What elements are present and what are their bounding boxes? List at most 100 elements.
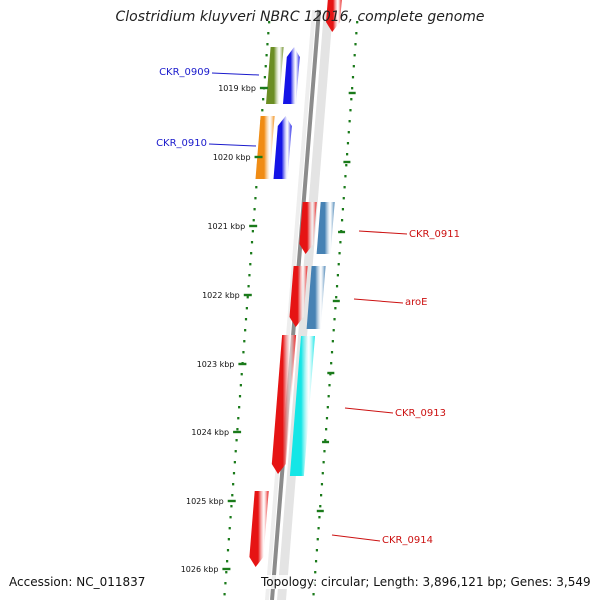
gene-leader-line — [211, 72, 260, 76]
gene-leader-line — [344, 407, 394, 414]
ring-dot-left-35 — [238, 406, 241, 409]
ring-dot-right-46 — [317, 527, 320, 530]
gene-label[interactable]: aroE — [405, 297, 427, 308]
kbp-tick-label: 1023 kbp — [197, 360, 235, 369]
feature-CKR_0910-strand[interactable] — [273, 116, 292, 179]
right-tick-mark-0 — [348, 91, 356, 95]
feature-CKR_0913-strand[interactable] — [271, 335, 297, 474]
kbp-tick-mark — [238, 362, 247, 366]
ring-dot-left-23 — [248, 274, 251, 277]
right-tick-mark-4 — [327, 371, 335, 375]
kbp-tick-mark — [243, 293, 252, 297]
feature-CKR_0910-cog[interactable] — [255, 116, 275, 179]
ring-dot-right-31 — [330, 362, 333, 365]
ring-dot-right-36 — [325, 417, 329, 420]
ring-dot-right-27 — [333, 318, 336, 321]
kbp-tick-mark — [227, 499, 236, 503]
ring-dot-left-36 — [237, 417, 240, 420]
ring-dot-right-4 — [352, 65, 355, 68]
ring-dot-right-6 — [351, 87, 354, 90]
feature-CKR_0914-strand[interactable] — [249, 491, 269, 567]
ring-dot-left-20 — [250, 241, 254, 244]
feature-CKR_0909-cog[interactable] — [266, 47, 284, 104]
ring-dot-right-38 — [324, 439, 327, 442]
ring-dot-left-33 — [239, 384, 242, 387]
kbp-tick-mark — [249, 224, 258, 228]
ring-dot-right-11 — [346, 142, 350, 145]
gene-label[interactable]: CKR_0909 — [159, 67, 210, 78]
ring-dot-left-40 — [233, 461, 236, 464]
feature-CKR_0911-strand[interactable] — [299, 202, 317, 254]
topology-text: Topology: circular; Length: 3,896,121 bp… — [260, 575, 592, 589]
right-tick-mark-1 — [343, 160, 351, 164]
ring-dot-right-2 — [354, 43, 357, 46]
ring-dot-left-42 — [232, 483, 235, 486]
ring-dot-right-25 — [335, 296, 338, 299]
ring-dot-left-17 — [253, 208, 256, 211]
ring-dot-right-24 — [335, 285, 339, 288]
ring-dot-right-12 — [346, 153, 349, 156]
ring-dot-right-10 — [347, 131, 350, 134]
ring-dot-left-39 — [234, 450, 237, 453]
ring-dot-right-45 — [318, 516, 321, 519]
kbp-tick-mark — [233, 430, 242, 434]
backbone-band-right — [277, 10, 333, 600]
gene-leader-line — [331, 534, 381, 542]
ring-dot-right-17 — [341, 208, 345, 211]
tick-layer: 1019 kbp 1020 kbp 1021 kbp 1022 kbp 1023 kbp… — [181, 84, 356, 574]
ring-dot-left-4 — [264, 65, 267, 68]
ring-dot-right-30 — [330, 351, 334, 354]
ring-dot-left-49 — [226, 560, 229, 563]
ring-dot-right-32 — [329, 373, 332, 376]
gene-leader-line — [353, 298, 404, 304]
ring-dot-left-21 — [250, 252, 253, 255]
ring-dot-right-42 — [320, 483, 324, 486]
ring-dot-left-19 — [251, 230, 254, 233]
feature-CKR_0913-cog[interactable] — [289, 336, 315, 476]
ring-dot-right-5 — [351, 76, 355, 79]
ring-dot-right-1 — [355, 32, 358, 35]
ring-dot-left-44 — [230, 505, 233, 508]
feature-CKR_0911-cog[interactable] — [316, 202, 335, 254]
ring-dot-right-47 — [316, 538, 319, 541]
ring-dot-right-40 — [322, 461, 325, 464]
ring-dot-right-34 — [327, 395, 330, 398]
ring-dot-left-22 — [249, 263, 252, 266]
kbp-tick-label: 1024 kbp — [191, 428, 229, 437]
gene-label[interactable]: CKR_0910 — [156, 138, 207, 149]
ruler-ring-dots — [223, 21, 359, 596]
ring-dot-left-29 — [243, 340, 246, 343]
kbp-tick-label: 1025 kbp — [186, 497, 224, 506]
feature-CKR_0909-strand[interactable] — [283, 47, 300, 104]
ring-dot-right-0 — [356, 21, 359, 24]
ring-dot-left-16 — [254, 197, 257, 200]
right-tick-mark-2 — [338, 230, 346, 234]
ring-dot-left-37 — [236, 428, 239, 431]
ring-dot-right-28 — [332, 329, 335, 332]
ring-dot-right-23 — [336, 274, 339, 277]
ring-dot-left-27 — [244, 318, 248, 321]
ring-dot-left-0 — [268, 21, 271, 24]
feature-layer — [249, 0, 342, 567]
gene-label[interactable]: CKR_0914 — [382, 535, 433, 546]
ring-dot-right-37 — [325, 428, 328, 431]
gene-label[interactable]: CKR_0911 — [409, 229, 460, 240]
kbp-tick-label: 1021 kbp — [207, 222, 245, 231]
ring-dot-right-8 — [349, 109, 352, 112]
kbp-tick-mark — [222, 567, 231, 571]
ring-dot-left-51 — [224, 582, 227, 585]
ring-dot-right-39 — [323, 450, 326, 453]
right-tick-mark-3 — [332, 299, 340, 303]
page-title: Clostridium kluyveri NBRC 12016, complet… — [115, 9, 485, 25]
ring-dot-right-44 — [319, 505, 322, 508]
gene-label[interactable]: CKR_0913 — [395, 408, 446, 419]
ring-dot-right-21 — [338, 252, 341, 255]
ring-dot-right-16 — [342, 197, 345, 200]
ring-dot-left-32 — [240, 373, 243, 376]
kbp-tick-mark — [254, 155, 263, 159]
feature-top-edge-strand[interactable] — [326, 0, 342, 32]
ring-dot-left-41 — [232, 472, 236, 475]
feature-aroE-cog[interactable] — [306, 266, 326, 329]
feature-aroE-strand[interactable] — [289, 266, 308, 327]
